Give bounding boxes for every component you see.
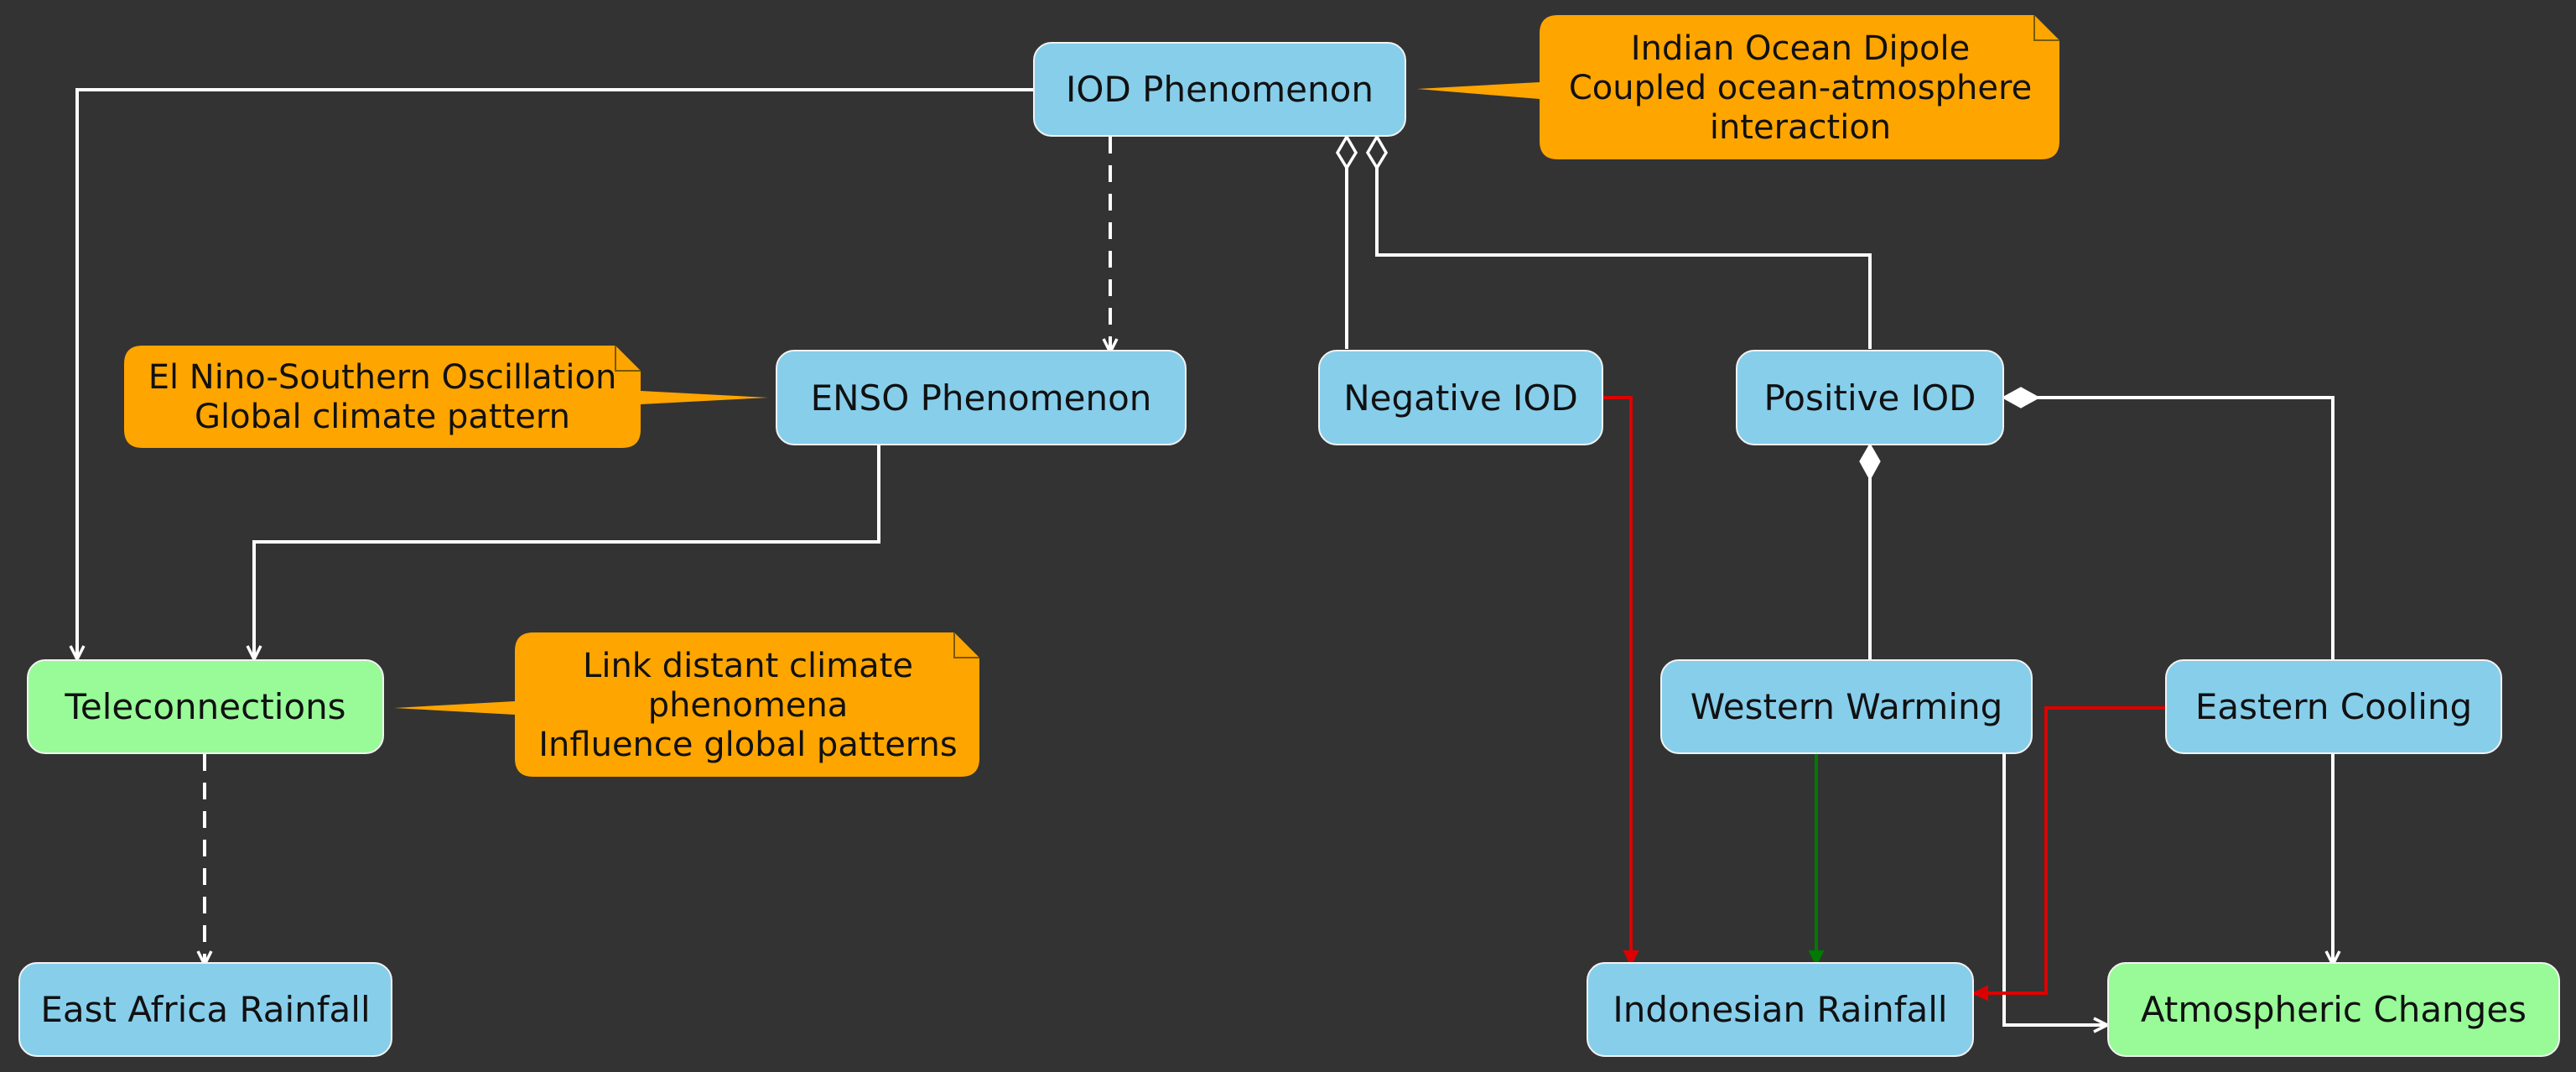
node-teleconnections[interactable]: Teleconnections bbox=[27, 659, 384, 754]
node-iod-phenomenon[interactable]: IOD Phenomenon bbox=[1033, 42, 1406, 137]
node-enso-phenomenon[interactable]: ENSO Phenomenon bbox=[776, 350, 1187, 445]
node-western-warming[interactable]: Western Warming bbox=[1660, 659, 2033, 754]
node-label: East Africa Rainfall bbox=[40, 989, 371, 1030]
node-atmospheric-changes[interactable]: Atmospheric Changes bbox=[2107, 962, 2560, 1057]
note-line: phenomena bbox=[647, 685, 849, 725]
edge-enso-to-teleconnections bbox=[254, 445, 880, 659]
node-label: Atmospheric Changes bbox=[2140, 989, 2527, 1030]
node-label: Positive IOD bbox=[1763, 377, 1976, 419]
node-label: Negative IOD bbox=[1343, 377, 1578, 419]
note-line: Influence global patterns bbox=[538, 725, 958, 764]
node-east-africa-rainfall[interactable]: East Africa Rainfall bbox=[18, 962, 392, 1057]
note-shape bbox=[1417, 15, 2059, 159]
composition-diamond-icon bbox=[2001, 387, 2041, 409]
edge-negative-iod-to-indonesian-rainfall bbox=[1603, 396, 1631, 965]
note-shape bbox=[124, 346, 768, 448]
edge-western-warming-to-atmospheric-changes bbox=[2002, 754, 2107, 1025]
node-label: Western Warming bbox=[1690, 686, 2003, 727]
edge-eastern-cooling-to-indonesian-rainfall bbox=[1974, 706, 2165, 993]
note-line: El Nino-Southern Oscillation bbox=[148, 358, 617, 397]
note-line: Link distant climate bbox=[583, 646, 913, 685]
note-line: interaction bbox=[1709, 107, 1892, 147]
node-negative-iod[interactable]: Negative IOD bbox=[1318, 350, 1603, 445]
node-label: Eastern Cooling bbox=[2194, 686, 2473, 727]
node-label: IOD Phenomenon bbox=[1066, 69, 1374, 110]
edge-positive-iod-composes-eastern-cooling bbox=[2038, 396, 2334, 659]
note-line: Global climate pattern bbox=[195, 398, 570, 436]
node-label: ENSO Phenomenon bbox=[810, 377, 1152, 419]
node-label: Indonesian Rainfall bbox=[1613, 989, 1948, 1030]
aggregation-diamond-icon bbox=[1335, 133, 1358, 171]
node-positive-iod[interactable]: Positive IOD bbox=[1736, 350, 2004, 445]
node-indonesian-rainfall[interactable]: Indonesian Rainfall bbox=[1587, 962, 1974, 1057]
note-teleconnections: Link distant climate phenomena Influence… bbox=[392, 632, 981, 778]
node-eastern-cooling[interactable]: Eastern Cooling bbox=[2165, 659, 2502, 754]
edge-iod-to-teleconnections bbox=[77, 88, 1033, 659]
aggregation-diamond-icon bbox=[1365, 133, 1389, 171]
composition-diamond-icon bbox=[1859, 443, 1881, 481]
note-line: Coupled ocean-atmosphere bbox=[1568, 68, 2033, 107]
note-enso: El Nino-Southern Oscillation Global clim… bbox=[124, 346, 770, 450]
note-iod: Indian Ocean Dipole Coupled ocean-atmosp… bbox=[1415, 15, 2061, 161]
node-label: Teleconnections bbox=[65, 686, 346, 727]
note-shape bbox=[394, 632, 979, 777]
edge-iod-aggregates-positive-iod bbox=[1375, 168, 1872, 349]
note-line: Indian Ocean Dipole bbox=[1630, 29, 1971, 68]
